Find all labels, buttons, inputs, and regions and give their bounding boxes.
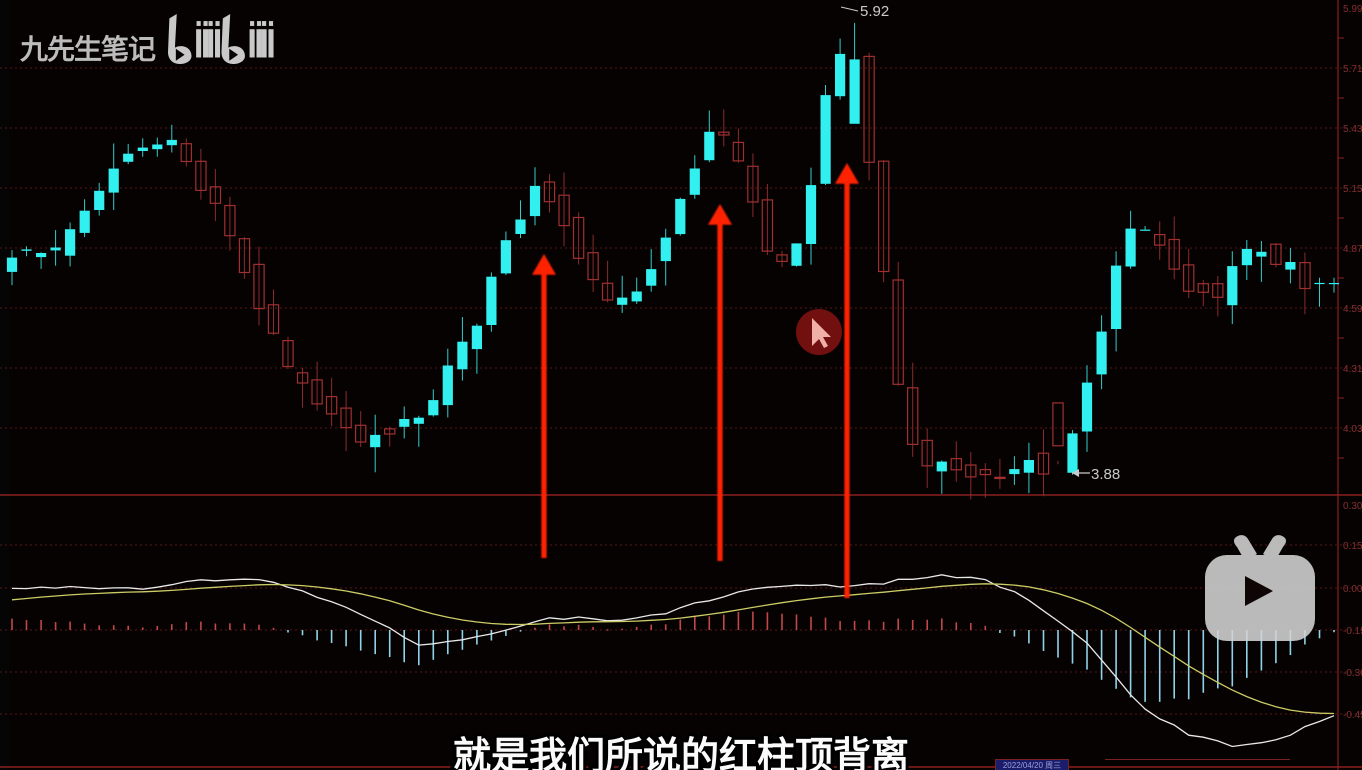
svg-text:0.15: 0.15 [1343,541,1362,552]
svg-text:5.92: 5.92 [860,3,889,20]
svg-text:4.03: 4.03 [1343,424,1362,435]
svg-text:-0.30: -0.30 [1343,668,1362,679]
svg-text:3.88: 3.88 [1091,466,1120,483]
svg-text:5.43: 5.43 [1343,124,1362,135]
svg-text:0.00: 0.00 [1343,584,1362,595]
svg-text:0.30: 0.30 [1343,501,1362,512]
svg-text:5.71: 5.71 [1343,64,1362,75]
svg-text:-0.45: -0.45 [1343,710,1362,721]
svg-text:4.31: 4.31 [1343,364,1362,375]
svg-text:5.15: 5.15 [1343,184,1362,195]
svg-text:4.59: 4.59 [1343,304,1362,315]
svg-text:5.99: 5.99 [1343,4,1362,15]
svg-text:-0.15: -0.15 [1343,626,1362,637]
svg-text:4.87: 4.87 [1343,244,1362,255]
